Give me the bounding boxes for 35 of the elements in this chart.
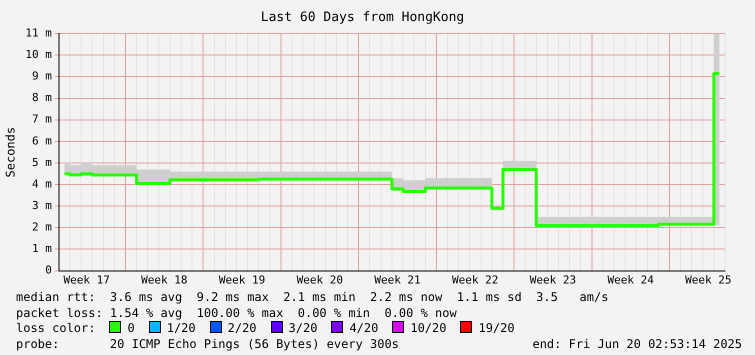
legend-label: 10/20 <box>410 321 446 335</box>
x-tick-label: Week 19 <box>218 273 266 286</box>
x-tick-label: Week 21 <box>374 273 421 286</box>
y-tick-label: 3 m <box>32 198 52 212</box>
x-tick-label: Week 24 <box>607 273 654 286</box>
x-tick-label: Week 23 <box>530 273 576 286</box>
legend-label: 4/20 <box>349 321 378 335</box>
x-tick-label: Week 22 <box>452 273 498 286</box>
x-tick-label: Week 20 <box>296 273 343 286</box>
text: median rtt: 3.6 ms avg 9.2 ms max 2.1 ms min 2.2 ms now 1.1 ms sd 3.5 am/s <box>16 290 610 306</box>
y-tick-label: 1 m <box>32 242 52 256</box>
y-tick-label: 11 m <box>25 26 52 40</box>
x-tick-label: Week 17 <box>63 273 110 286</box>
legend-label: 2/20 <box>228 321 257 335</box>
text: end: Fri Jun 20 02:53:14 2025 <box>532 336 742 352</box>
legend-label: 3/20 <box>288 321 318 335</box>
x-tick-label: Week 18 <box>141 273 188 286</box>
chart-title: Last 60 Days from HongKong <box>260 10 464 26</box>
y-tick-label: 9 m <box>32 70 52 83</box>
legend-title: loss color: <box>16 321 96 335</box>
y-tick-label: 2 m <box>32 220 52 234</box>
y-tick-label: 4 m <box>32 177 52 190</box>
legend-label: 1/20 <box>166 321 196 335</box>
y-tick-label: 7 m <box>32 112 52 126</box>
legend-label: 0 <box>127 321 135 335</box>
legend-label: 19/20 <box>478 321 515 335</box>
y-tick-label: 10 m <box>25 48 52 62</box>
y-tick-label: 8 m <box>32 91 52 104</box>
y-axis-title: Seconds <box>3 126 18 178</box>
y-tick-label: 0 <box>45 264 52 277</box>
y-tick-label: 6 m <box>32 134 52 148</box>
x-tick-label: Week 25 <box>685 273 732 286</box>
text: packet loss: 1.54 % avg 100.00 % max 0.00 % min 0.00 % now <box>16 306 458 321</box>
y-tick-label: 5 m <box>32 156 52 169</box>
text: probe: 20 ICMP Echo Pings (56 Bytes) every 300s <box>16 336 399 350</box>
